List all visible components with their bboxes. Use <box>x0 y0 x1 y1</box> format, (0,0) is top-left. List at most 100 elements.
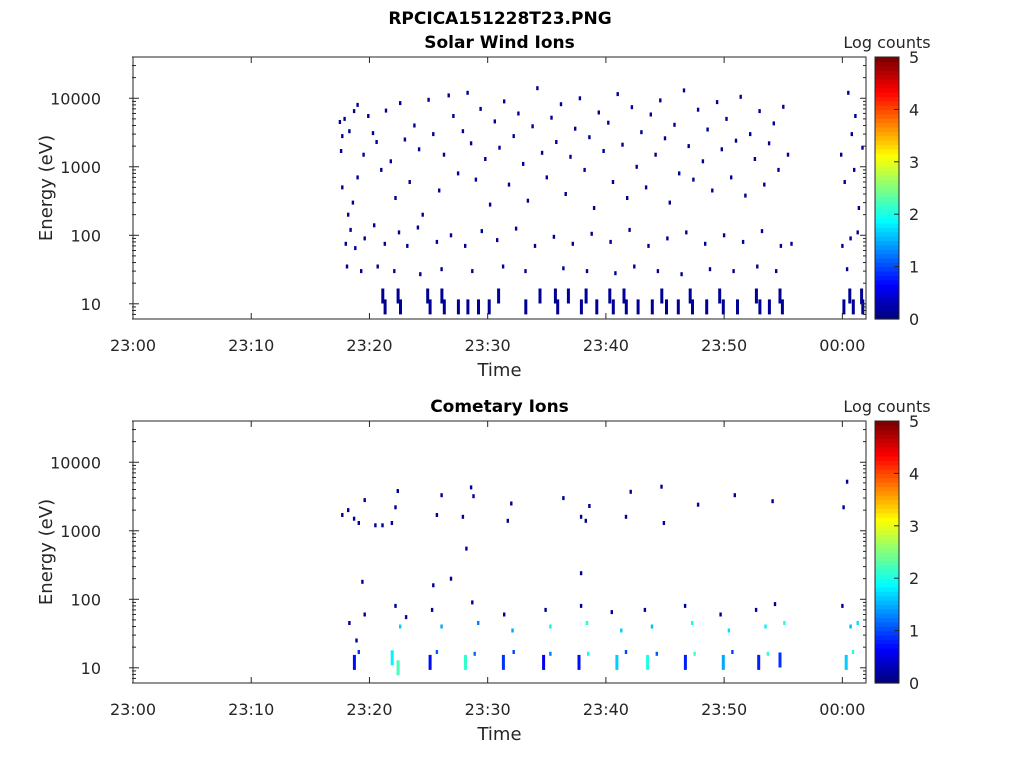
colorbar-tick-label: 5 <box>909 48 919 67</box>
colorbar-segment <box>875 174 899 180</box>
colorbar-segment <box>875 547 899 553</box>
colorbar-tick-label: 3 <box>909 153 919 172</box>
data-cell <box>524 269 527 274</box>
colorbar-segment <box>875 113 899 119</box>
data-cell <box>760 229 764 234</box>
data-cell <box>851 650 855 654</box>
data-cell <box>844 654 848 670</box>
x-axis-label-0: Time <box>476 360 521 381</box>
data-cell <box>471 269 474 274</box>
data-cell <box>848 288 852 304</box>
colorbar-segment <box>875 253 899 259</box>
colorbar-tick-label: 0 <box>909 674 919 693</box>
data-cell <box>597 110 600 115</box>
colorbar-segment <box>875 447 899 453</box>
data-cell <box>758 299 762 315</box>
data-cell <box>449 233 453 238</box>
colorbar-segment <box>875 209 899 215</box>
data-cell <box>456 171 460 176</box>
data-cell <box>587 651 590 656</box>
colorbar-segment <box>875 105 899 110</box>
data-cell <box>545 175 548 180</box>
data-cell <box>452 114 455 118</box>
data-cell <box>630 105 634 110</box>
data-cell <box>552 234 556 239</box>
figure-title: RPCICA151228T23.PNG <box>388 9 611 29</box>
colorbar-segment <box>875 442 899 448</box>
data-cell <box>754 288 758 304</box>
data-cell <box>383 241 386 246</box>
data-cell <box>579 603 583 608</box>
data-cell <box>662 521 666 525</box>
data-cell <box>775 269 778 274</box>
panel-1: 23:00 23:10 23:20 23:30 23:40 23:50 00:0010100… <box>36 397 931 745</box>
data-cell <box>644 185 648 190</box>
data-cell <box>498 145 501 150</box>
data-cell <box>345 264 349 269</box>
y-tick-label: 100 <box>70 590 101 609</box>
data-cell <box>389 159 392 164</box>
data-cell <box>579 571 583 576</box>
data-cell <box>660 288 664 304</box>
data-cell <box>654 152 657 157</box>
data-cell <box>842 299 846 315</box>
colorbar-label-1: Log counts <box>843 397 930 416</box>
data-cell <box>396 489 399 493</box>
data-cell <box>584 288 588 304</box>
colorbar-segment <box>875 473 899 479</box>
data-cell <box>843 180 846 184</box>
colorbar-segment <box>875 249 899 255</box>
data-cell <box>394 505 397 510</box>
data-cell <box>771 499 774 504</box>
data-cell <box>352 654 356 670</box>
colorbar-segment <box>875 464 899 470</box>
data-cell <box>590 231 593 236</box>
colorbar-segment <box>875 236 899 241</box>
data-cell <box>782 104 785 109</box>
x-axis-label-1: Time <box>476 724 521 745</box>
colorbar-segment <box>875 455 899 461</box>
data-cell <box>406 243 409 248</box>
data-cell <box>352 109 356 114</box>
data-cell <box>477 299 480 315</box>
data-cell <box>569 154 572 159</box>
data-cell <box>496 238 499 243</box>
colorbar-tick-label: 1 <box>909 258 919 277</box>
colorbar-segment <box>875 192 899 198</box>
data-cell <box>579 299 583 315</box>
data-cell <box>725 116 728 121</box>
x-tick-label: 23:10 <box>228 336 274 355</box>
data-cell <box>440 288 444 304</box>
data-cell <box>763 182 766 187</box>
data-cell <box>522 161 525 166</box>
data-cell <box>696 107 700 112</box>
colorbar-segment <box>875 201 899 207</box>
data-cell <box>595 299 599 315</box>
colorbar-segment <box>875 543 899 549</box>
data-cell <box>356 175 359 180</box>
data-cell <box>354 246 357 251</box>
data-cell <box>861 299 865 315</box>
data-cell <box>588 135 591 140</box>
colorbar-segment <box>875 262 899 268</box>
x-tick-label: 23:30 <box>465 700 511 719</box>
colorbar-segment <box>875 421 899 426</box>
data-cell <box>663 136 667 141</box>
data-cell <box>361 579 364 584</box>
data-cell <box>394 603 397 608</box>
data-cell <box>685 230 688 235</box>
data-cell <box>347 212 350 217</box>
colorbar-segment <box>875 560 899 566</box>
data-cell <box>416 225 420 230</box>
data-cell <box>428 654 432 670</box>
data-cell <box>622 288 626 304</box>
colorbar-segment <box>875 495 899 501</box>
colorbar-tick-label: 5 <box>909 412 919 431</box>
data-cell <box>466 90 469 95</box>
data-cell <box>430 607 434 612</box>
data-cell <box>469 141 473 146</box>
data-cell <box>440 624 443 629</box>
data-cell <box>578 96 582 101</box>
colorbar-segment <box>875 266 899 272</box>
colorbar-segment <box>875 482 899 488</box>
